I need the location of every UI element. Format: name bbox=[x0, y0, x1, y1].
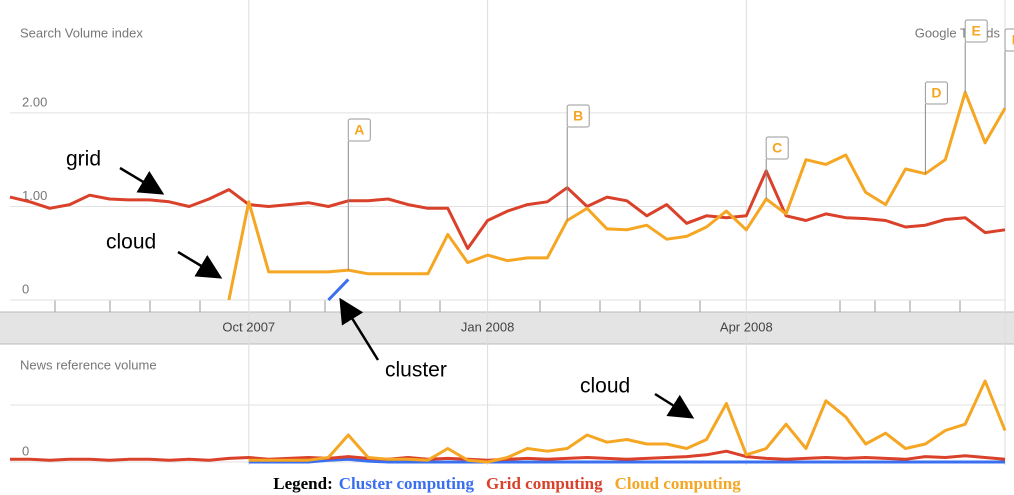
series-line bbox=[327, 278, 350, 302]
annotation: grid bbox=[66, 148, 101, 171]
axis-band bbox=[0, 312, 1014, 344]
series-line bbox=[248, 457, 1005, 464]
flag-box bbox=[765, 136, 789, 160]
panel-title: News reference volume bbox=[20, 357, 157, 372]
series-line bbox=[248, 379, 1007, 464]
flag-box bbox=[924, 81, 948, 105]
flag-label: D bbox=[931, 85, 941, 101]
flag-label: A bbox=[354, 122, 364, 138]
series-line bbox=[9, 169, 1006, 250]
flag-label: B bbox=[573, 108, 583, 124]
annotation-arrow bbox=[119, 166, 165, 195]
annotation-arrow bbox=[177, 250, 223, 279]
annotation: cloud bbox=[580, 375, 630, 398]
annotation-arrow bbox=[339, 297, 380, 361]
legend-entry: Cloud computing bbox=[615, 474, 742, 493]
y-tick-label: 2.00 bbox=[22, 94, 47, 109]
flag-box bbox=[964, 19, 988, 43]
legend: Legend: Cluster computing Grid computing Cl… bbox=[273, 474, 741, 493]
y-tick-label: 0 bbox=[22, 281, 29, 296]
y-tick-label: 0 bbox=[22, 443, 29, 458]
annotation-arrow bbox=[654, 392, 695, 419]
flag-label: C bbox=[772, 140, 782, 156]
x-tick-label: Apr 2008 bbox=[720, 319, 773, 334]
series-line bbox=[10, 449, 1006, 462]
legend-entry: Cluster computing bbox=[339, 474, 475, 493]
flag-box bbox=[566, 104, 590, 128]
annotation: cloud bbox=[106, 231, 156, 254]
flag-box bbox=[1004, 28, 1014, 52]
flag-box bbox=[347, 118, 371, 142]
legend-title: Legend: bbox=[273, 474, 333, 493]
x-tick-label: Oct 2007 bbox=[222, 319, 275, 334]
series-line bbox=[227, 90, 1007, 301]
flag-label: F bbox=[1012, 32, 1014, 48]
legend-entry: Grid computing bbox=[486, 474, 603, 493]
x-tick-label: Jan 2008 bbox=[461, 319, 515, 334]
flag-label: E bbox=[972, 23, 981, 39]
annotation: cluster bbox=[385, 359, 447, 382]
panel-title: Search Volume index bbox=[20, 25, 143, 40]
y-tick-label: 1.00 bbox=[22, 188, 47, 203]
